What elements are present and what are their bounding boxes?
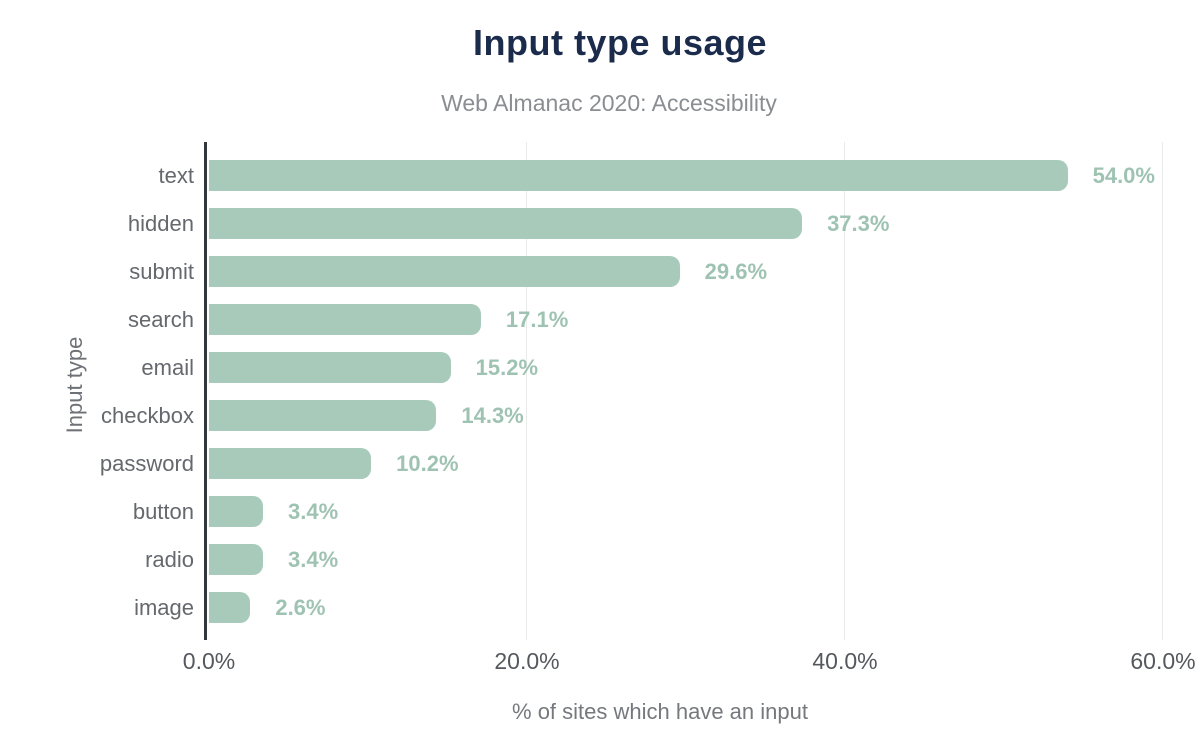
bar-row: button 3.4%	[0, 496, 1200, 527]
bar-row: hidden 37.3%	[0, 208, 1200, 239]
value-label: 54.0%	[1092, 163, 1155, 188]
category-label: text	[158, 163, 194, 188]
bar-row: submit 29.6%	[0, 256, 1200, 287]
bar-submit[interactable]	[209, 256, 680, 287]
value-label: 3.4%	[288, 547, 339, 572]
x-tick-label: 40.0%	[812, 648, 878, 674]
category-label: password	[99, 451, 194, 476]
x-axis-title: % of sites which have an input	[512, 699, 808, 724]
category-label: search	[127, 307, 194, 332]
x-tick-label: 20.0%	[494, 648, 560, 674]
bar-row: radio 3.4%	[0, 544, 1200, 575]
bar-row: email 15.2%	[0, 352, 1200, 383]
bar-button[interactable]	[209, 496, 264, 527]
chart-title: Input type usage	[472, 22, 768, 63]
value-label: 2.6%	[275, 595, 326, 620]
category-label: hidden	[127, 211, 194, 236]
value-label: 10.2%	[396, 451, 459, 476]
bar-search[interactable]	[209, 304, 481, 335]
bar-radio[interactable]	[209, 544, 264, 575]
bar-row: checkbox 14.3%	[0, 400, 1200, 431]
bar-row: image 2.6%	[0, 592, 1200, 623]
value-label: 29.6%	[704, 259, 768, 284]
bar-row: text 54.0%	[0, 160, 1200, 191]
x-tick-label: 60.0%	[1130, 648, 1196, 674]
category-label: button	[132, 499, 194, 524]
bar-checkbox[interactable]	[209, 400, 437, 431]
category-label: image	[134, 595, 194, 620]
value-label: 17.1%	[505, 307, 569, 332]
category-label: radio	[145, 547, 194, 572]
value-label: 15.2%	[475, 355, 539, 380]
chart-subtitle: Web Almanac 2020: Accessibility	[441, 90, 777, 116]
bar-text[interactable]	[209, 160, 1068, 191]
gridline	[844, 142, 845, 640]
bar-row: search 17.1%	[0, 304, 1200, 335]
bar-image[interactable]	[209, 592, 251, 623]
bar-email[interactable]	[209, 352, 451, 383]
x-tick-label: 0.0%	[182, 648, 236, 674]
category-label: email	[141, 355, 194, 380]
category-label: submit	[129, 259, 194, 284]
bar-hidden[interactable]	[209, 208, 803, 239]
y-axis-line	[204, 142, 207, 640]
value-label: 3.4%	[288, 499, 339, 524]
category-label: checkbox	[101, 403, 194, 428]
bar-row: password 10.2%	[0, 448, 1200, 479]
bar-password[interactable]	[209, 448, 372, 479]
gridline	[1162, 142, 1163, 640]
gridline	[526, 142, 527, 640]
value-label: 37.3%	[827, 211, 890, 236]
value-label: 14.3%	[461, 403, 524, 428]
